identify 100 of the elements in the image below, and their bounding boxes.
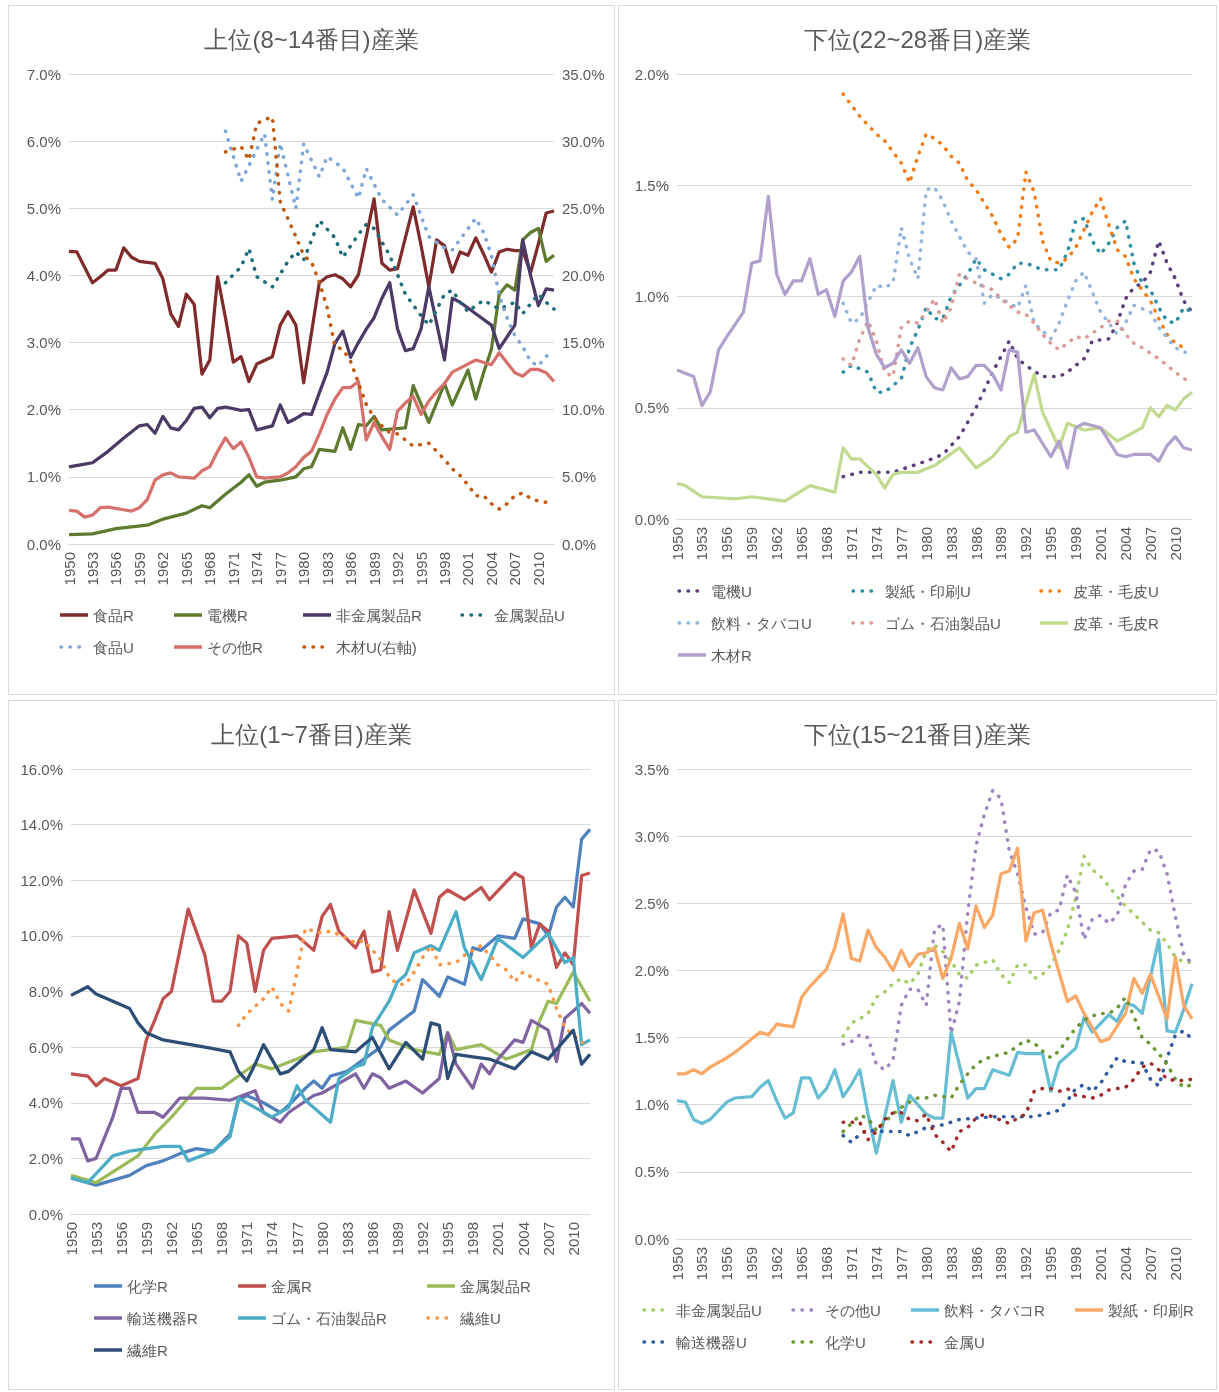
line-series	[841, 995, 1194, 1134]
x-tick-label: 1995	[1042, 527, 1060, 561]
x-tick-label: 2004	[1117, 1247, 1135, 1281]
y-tick-label: 3.0%	[634, 827, 669, 845]
x-tick-label: 2001	[489, 1222, 507, 1256]
legend-label: 非金属製品U	[676, 1301, 762, 1319]
line-series	[841, 92, 1186, 350]
y-tick-label: 0.0%	[634, 510, 669, 528]
y-tick-label: 3.0%	[26, 334, 61, 352]
x-tick-label: 1968	[201, 552, 219, 586]
x-tick-label: 2010	[529, 552, 547, 586]
y-tick-label: 2.5%	[634, 894, 669, 912]
y2-tick-label: 0.0%	[562, 535, 597, 553]
line-series	[841, 854, 1194, 1038]
y-tick-label: 1.0%	[26, 468, 61, 486]
y-tick-label: 4.0%	[28, 1094, 63, 1112]
x-tick-label: 1956	[718, 1247, 736, 1281]
x-tick-label: 2007	[539, 1222, 557, 1256]
y-tick-label: 14.0%	[20, 816, 63, 834]
legend-label: 食品R	[93, 606, 134, 624]
y2-tick-label: 20.0%	[562, 266, 605, 284]
line-series	[841, 239, 1194, 479]
x-tick-label: 1986	[342, 552, 360, 586]
legend-label: 木材R	[711, 646, 752, 664]
x-tick-label: 2010	[1166, 1247, 1184, 1281]
x-tick-label: 1962	[162, 1222, 180, 1256]
line-series	[841, 788, 1194, 1072]
x-tick-label: 1989	[992, 527, 1010, 561]
x-tick-label: 1977	[271, 552, 289, 586]
y-tick-label: 16.0%	[20, 760, 63, 778]
y2-tick-label: 25.0%	[562, 199, 605, 217]
y-tick-label: 0.5%	[634, 399, 669, 417]
x-tick-label: 1959	[743, 527, 761, 561]
x-tick-label: 2004	[482, 552, 500, 586]
y-tick-label: 2.0%	[634, 65, 669, 83]
y-tick-label: 6.0%	[26, 132, 61, 150]
x-tick-label: 1959	[743, 1247, 761, 1281]
x-tick-label: 1983	[318, 552, 336, 586]
x-tick-label: 1992	[1017, 527, 1035, 561]
legend-label: 電機R	[207, 606, 248, 624]
x-tick-label: 1956	[718, 527, 736, 561]
x-tick-label: 1983	[338, 1222, 356, 1256]
x-tick-label: 1971	[842, 527, 860, 561]
line-series	[675, 937, 1194, 1155]
y-tick-label: 2.0%	[634, 961, 669, 979]
x-tick-label: 1968	[818, 527, 836, 561]
y-tick-label: 10.0%	[20, 927, 63, 945]
x-tick-label: 1974	[263, 1222, 281, 1256]
x-tick-label: 1986	[967, 1247, 985, 1281]
x-tick-label: 1953	[87, 1222, 105, 1256]
y2-tick-label: 5.0%	[562, 468, 597, 486]
x-tick-label: 1974	[867, 527, 885, 561]
x-tick-label: 1998	[1067, 1247, 1085, 1281]
y-tick-label: 12.0%	[20, 871, 63, 889]
x-tick-label: 1989	[388, 1222, 406, 1256]
x-tick-label: 1980	[295, 552, 313, 586]
y-tick-label: 5.0%	[26, 199, 61, 217]
legend-label: 皮革・毛皮U	[1073, 582, 1159, 600]
x-tick-label: 1995	[439, 1222, 457, 1256]
x-tick-label: 1965	[793, 1247, 811, 1281]
x-tick-label: 1983	[942, 527, 960, 561]
legend-label: 飲料・タバコU	[711, 614, 812, 632]
legend-label: 輸送機器U	[676, 1333, 747, 1351]
x-tick-label: 2007	[1141, 527, 1159, 561]
line-series	[69, 1001, 592, 1163]
x-tick-label: 1950	[62, 1222, 80, 1256]
legend-label: その他R	[207, 638, 263, 656]
x-tick-label: 1953	[693, 527, 711, 561]
x-tick-label: 2010	[1166, 527, 1184, 561]
x-tick-label: 1962	[154, 552, 172, 586]
x-tick-label: 1971	[238, 1222, 256, 1256]
y-tick-label: 2.0%	[26, 401, 61, 419]
y-tick-label: 8.0%	[28, 983, 63, 1000]
x-tick-label: 1986	[363, 1222, 381, 1256]
x-tick-label: 1989	[365, 552, 383, 586]
x-tick-label: 2001	[1092, 1247, 1110, 1281]
x-tick-label: 1998	[435, 552, 453, 586]
x-tick-label: 1998	[1067, 527, 1085, 561]
legend-label: 金属製品R	[460, 1277, 531, 1295]
line-series	[675, 372, 1194, 503]
x-tick-label: 1956	[107, 552, 125, 586]
line-series	[69, 910, 592, 1185]
y-tick-label: 7.0%	[26, 65, 61, 83]
x-tick-label: 1980	[917, 1247, 935, 1281]
y2-tick-label: 10.0%	[562, 401, 605, 419]
x-tick-label: 1998	[464, 1222, 482, 1256]
y-tick-label: 2.0%	[28, 1149, 63, 1167]
x-tick-label: 1977	[892, 1247, 910, 1281]
x-tick-label: 2010	[564, 1222, 582, 1256]
line-series	[67, 351, 556, 519]
x-tick-label: 1959	[130, 552, 148, 586]
x-tick-label: 2001	[459, 552, 477, 586]
x-tick-label: 2007	[1141, 1247, 1159, 1281]
y-tick-label: 1.0%	[634, 288, 669, 305]
x-tick-label: 1995	[1042, 1247, 1060, 1281]
legend-label: 非金属製品R	[336, 606, 422, 624]
legend-label: 皮革・毛皮R	[1073, 614, 1159, 632]
x-tick-label: 1950	[668, 1247, 686, 1281]
legend-label: 金属U	[944, 1333, 985, 1351]
x-tick-label: 2004	[514, 1222, 532, 1256]
